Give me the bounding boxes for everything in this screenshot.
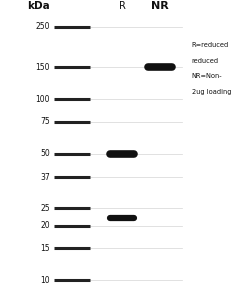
Text: 150: 150: [36, 63, 50, 72]
Text: 50: 50: [40, 149, 50, 158]
Text: 2ug loading: 2ug loading: [192, 88, 231, 94]
Text: 37: 37: [40, 173, 50, 182]
Text: 10: 10: [41, 276, 50, 285]
Text: 15: 15: [41, 244, 50, 253]
Text: kDa: kDa: [27, 1, 50, 11]
Text: 75: 75: [40, 117, 50, 126]
Text: reduced: reduced: [192, 58, 219, 64]
Text: 20: 20: [41, 221, 50, 230]
Text: R=reduced: R=reduced: [192, 42, 229, 48]
Text: 250: 250: [36, 22, 50, 32]
Text: 100: 100: [36, 94, 50, 103]
Text: R: R: [119, 1, 125, 11]
Text: NR: NR: [152, 1, 169, 11]
Text: NR=Non-: NR=Non-: [192, 73, 222, 79]
Bar: [62, 18, 184, 298]
Text: 25: 25: [41, 204, 50, 213]
